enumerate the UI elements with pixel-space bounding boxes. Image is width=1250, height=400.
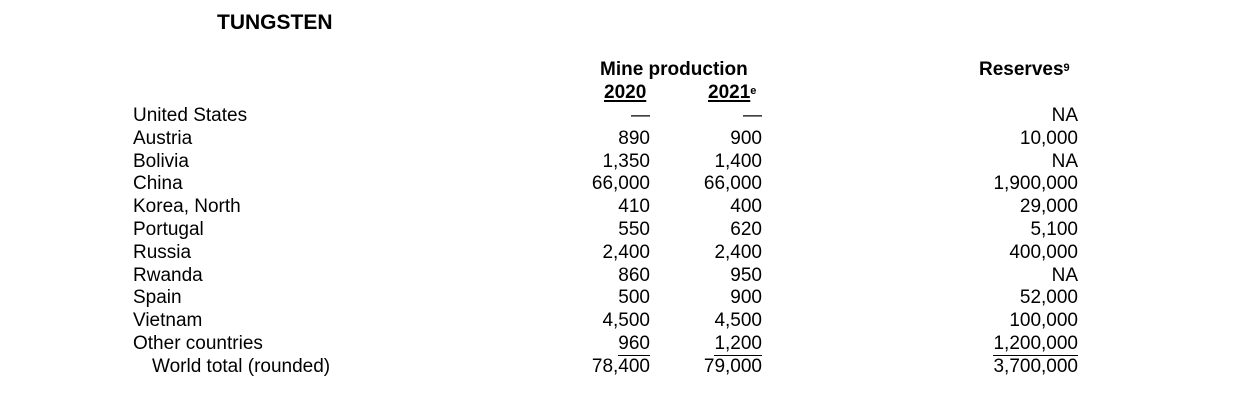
country-cell: World total (rounded)	[152, 355, 331, 377]
value-cell: 79,000	[703, 355, 762, 377]
value-cell: 1,200	[714, 333, 762, 356]
value-cell: 500	[618, 287, 650, 309]
title: TUNGSTEN	[217, 11, 333, 34]
country-cell: United States	[133, 105, 248, 126]
footnote-mark: e	[750, 85, 757, 97]
value-cell: 66,000	[591, 173, 650, 195]
value-cell: NA	[1051, 105, 1078, 126]
country-cell: Spain	[133, 287, 182, 309]
value-cell: NA	[1051, 150, 1078, 172]
country-cell: Rwanda	[133, 264, 203, 286]
value-cell: 620	[730, 219, 762, 240]
value-cell: —	[631, 105, 650, 126]
value-cell: 1,200,000	[993, 333, 1078, 356]
value-cell: NA	[1051, 264, 1078, 286]
value-cell: 410	[618, 196, 650, 218]
value-cell: 10,000	[1019, 127, 1078, 149]
column-group-header: Mine production	[600, 59, 748, 80]
year-header: 2021e	[708, 82, 756, 104]
value-cell: 900	[730, 287, 762, 309]
value-cell: 1,900,000	[993, 173, 1078, 195]
value-cell: 2,400	[602, 241, 650, 263]
value-cell: 4,500	[602, 310, 650, 332]
value-cell: 29,000	[1019, 196, 1078, 218]
country-cell: China	[133, 173, 183, 195]
value-cell: 550	[618, 219, 650, 240]
value-cell: 3,700,000	[993, 355, 1078, 377]
value-cell: 2,400	[714, 241, 762, 263]
value-cell: 860	[618, 264, 650, 286]
value-cell: 400,000	[1009, 241, 1078, 263]
year-header-text: 2021	[708, 82, 751, 103]
value-cell: 400	[730, 196, 762, 218]
country-cell: Austria	[133, 127, 193, 149]
value-cell: 52,000	[1019, 287, 1078, 309]
year-header: 2020	[604, 82, 647, 103]
value-cell: —	[743, 105, 762, 126]
value-cell: 1,350	[602, 150, 650, 172]
country-cell: Russia	[133, 241, 192, 263]
value-cell: 960	[618, 333, 650, 356]
value-cell: 1,400	[714, 150, 762, 172]
footnote-mark: 9	[1063, 62, 1070, 74]
country-cell: Portugal	[133, 219, 204, 240]
value-cell: 4,500	[714, 310, 762, 332]
value-cell: 890	[618, 127, 650, 149]
value-cell: 100,000	[1009, 310, 1078, 332]
country-cell: Korea, North	[133, 196, 241, 218]
value-cell: 950	[730, 264, 762, 286]
value-cell: 66,000	[703, 173, 762, 195]
value-cell: 5,100	[1030, 219, 1078, 240]
country-cell: Vietnam	[133, 310, 203, 332]
reserves-header: Reserves9	[979, 59, 1070, 81]
country-cell: Bolivia	[133, 150, 189, 172]
value-cell: 900	[730, 127, 762, 149]
value-cell: 78,400	[591, 355, 650, 377]
reserves-header-text: Reserves	[979, 59, 1064, 80]
country-cell: Other countries	[133, 333, 263, 354]
